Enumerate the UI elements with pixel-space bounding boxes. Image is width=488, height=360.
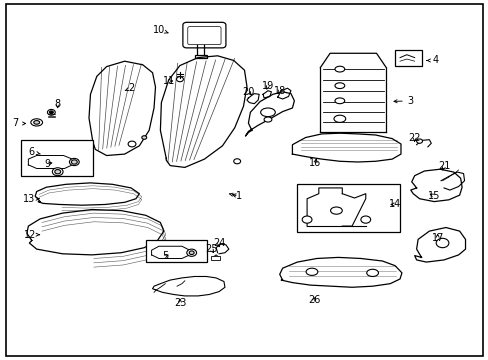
Ellipse shape xyxy=(34,121,40,124)
Ellipse shape xyxy=(333,115,345,122)
Ellipse shape xyxy=(55,170,61,174)
FancyBboxPatch shape xyxy=(183,22,225,48)
Text: 25: 25 xyxy=(204,244,217,254)
Ellipse shape xyxy=(416,139,422,143)
Polygon shape xyxy=(89,61,155,156)
Bar xyxy=(394,50,421,66)
Text: 14: 14 xyxy=(388,199,401,210)
Polygon shape xyxy=(292,133,400,162)
Polygon shape xyxy=(28,156,72,168)
Text: 15: 15 xyxy=(427,191,440,201)
Text: 6: 6 xyxy=(29,147,40,157)
Polygon shape xyxy=(35,183,139,205)
Text: 23: 23 xyxy=(173,298,186,308)
Text: 16: 16 xyxy=(308,158,321,168)
Bar xyxy=(211,256,220,260)
Text: 17: 17 xyxy=(430,233,443,243)
Polygon shape xyxy=(160,56,246,167)
Text: 8: 8 xyxy=(55,99,61,109)
Text: 19: 19 xyxy=(261,81,274,91)
Ellipse shape xyxy=(47,109,55,115)
Text: 21: 21 xyxy=(437,161,449,171)
Ellipse shape xyxy=(334,66,344,72)
Bar xyxy=(20,140,93,176)
Text: 2: 2 xyxy=(125,83,134,93)
Text: 3: 3 xyxy=(393,96,413,106)
Bar xyxy=(145,240,206,262)
Text: 4: 4 xyxy=(426,55,437,66)
Ellipse shape xyxy=(260,108,275,117)
Ellipse shape xyxy=(305,268,317,275)
Text: 10: 10 xyxy=(152,24,168,35)
Ellipse shape xyxy=(334,83,344,89)
Polygon shape xyxy=(245,92,294,136)
Ellipse shape xyxy=(233,159,240,164)
Polygon shape xyxy=(279,257,401,287)
Polygon shape xyxy=(27,210,163,255)
Ellipse shape xyxy=(360,216,370,223)
Ellipse shape xyxy=(31,119,42,126)
Ellipse shape xyxy=(71,160,77,164)
Text: 12: 12 xyxy=(24,230,40,240)
Text: 18: 18 xyxy=(273,86,285,96)
Bar xyxy=(194,55,207,58)
Text: 5: 5 xyxy=(162,251,168,261)
Text: 11: 11 xyxy=(162,76,175,86)
Text: 20: 20 xyxy=(242,87,254,97)
Ellipse shape xyxy=(49,111,53,114)
Text: 9: 9 xyxy=(44,159,52,169)
Polygon shape xyxy=(246,94,259,104)
Text: 24: 24 xyxy=(212,238,225,248)
Text: 26: 26 xyxy=(307,294,320,305)
Polygon shape xyxy=(263,91,271,98)
Ellipse shape xyxy=(366,269,378,276)
Polygon shape xyxy=(410,169,461,202)
Polygon shape xyxy=(414,228,465,262)
Ellipse shape xyxy=(186,249,196,256)
Ellipse shape xyxy=(334,98,344,104)
Ellipse shape xyxy=(189,251,194,255)
Ellipse shape xyxy=(264,117,271,122)
Text: 7: 7 xyxy=(13,118,25,129)
Ellipse shape xyxy=(69,158,79,166)
Polygon shape xyxy=(151,246,189,258)
Text: 13: 13 xyxy=(23,194,39,204)
Bar xyxy=(297,184,399,232)
Ellipse shape xyxy=(52,168,63,176)
Polygon shape xyxy=(277,88,290,99)
Ellipse shape xyxy=(330,207,342,214)
Ellipse shape xyxy=(435,238,448,248)
Ellipse shape xyxy=(128,141,136,147)
Text: 1: 1 xyxy=(229,191,241,201)
Ellipse shape xyxy=(142,136,146,139)
Ellipse shape xyxy=(302,216,311,223)
Text: 22: 22 xyxy=(407,132,420,143)
